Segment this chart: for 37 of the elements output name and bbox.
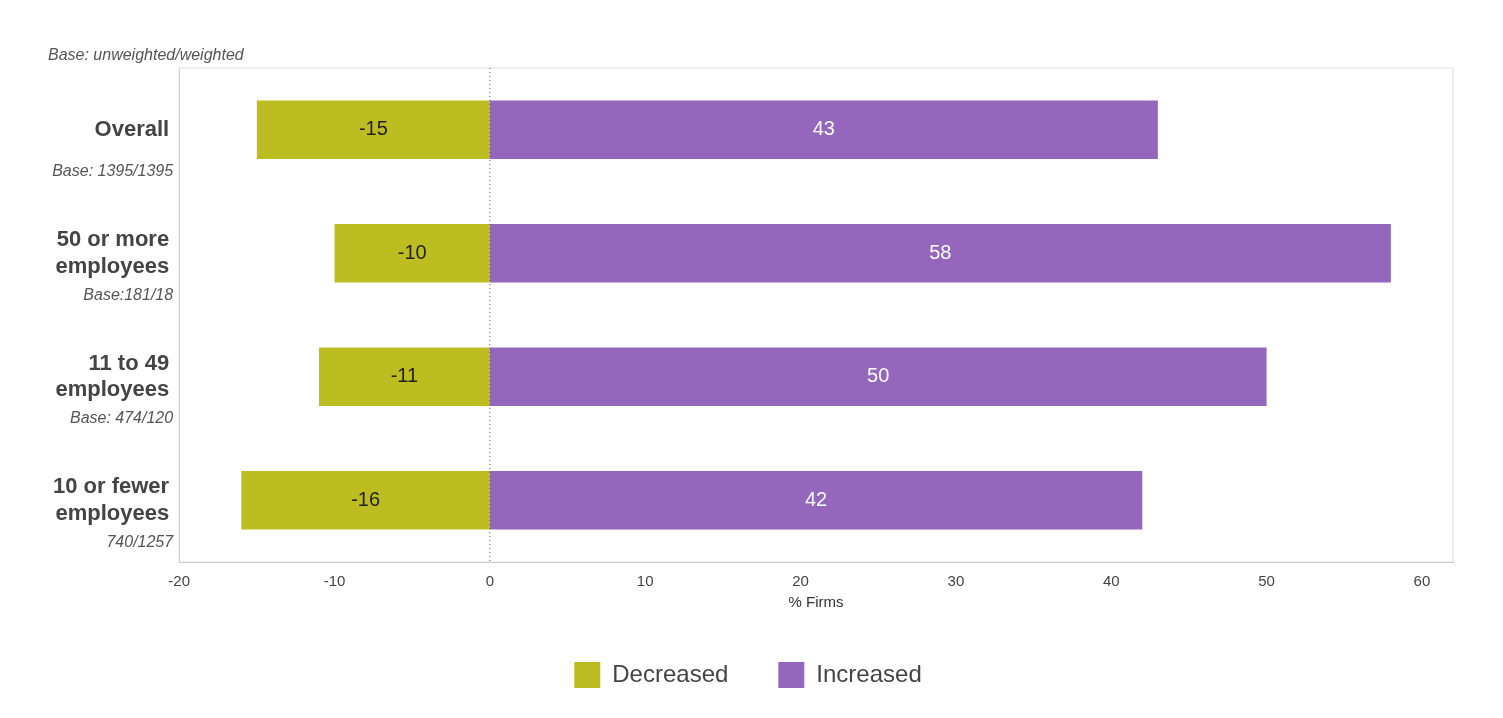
bar	[241, 470, 490, 530]
data-label: 58	[929, 240, 952, 263]
x-tick-label: 50	[1258, 572, 1275, 590]
x-tick-label: 0	[485, 572, 495, 590]
x-tick-label: -10	[323, 572, 346, 590]
x-tick-label: -20	[168, 572, 191, 590]
bar	[489, 100, 1158, 160]
data-label: 42	[804, 487, 828, 510]
text: 740/1257	[106, 532, 175, 550]
y-tick-label: Overall	[94, 115, 170, 141]
data-label: -15	[358, 117, 388, 140]
data-label: 43	[812, 117, 835, 140]
x-tick-label: 60	[1413, 572, 1431, 590]
y-tick-label: 11 to 49 employees	[55, 349, 170, 402]
text: Base: 1395/1395	[52, 162, 174, 180]
bar	[334, 223, 490, 283]
bar	[489, 347, 1267, 407]
x-axis-title: % Firms	[788, 593, 844, 611]
data-label: 50	[867, 364, 890, 387]
legend-label: Decreased	[612, 659, 729, 687]
text: Base: 474/120	[69, 409, 174, 427]
bar	[318, 347, 490, 407]
text: Base:181/18	[83, 285, 174, 303]
y-tick-label: 10 or fewer employees	[52, 473, 170, 525]
bar	[489, 470, 1143, 530]
data-label: -11	[390, 364, 419, 387]
legend-label: Increased	[816, 659, 922, 687]
bar	[489, 223, 1391, 283]
x-tick-label: 10	[636, 572, 654, 590]
x-tick-label: 20	[792, 572, 809, 590]
x-tick-label: 30	[947, 572, 965, 590]
x-tick-label: 40	[1102, 572, 1120, 590]
text: Base: unweighted/weighted	[48, 46, 245, 64]
data-label: -10	[397, 240, 427, 263]
y-tick-label: 50 or more employees	[55, 226, 170, 278]
data-label: -16	[351, 487, 381, 510]
bar	[256, 100, 490, 160]
